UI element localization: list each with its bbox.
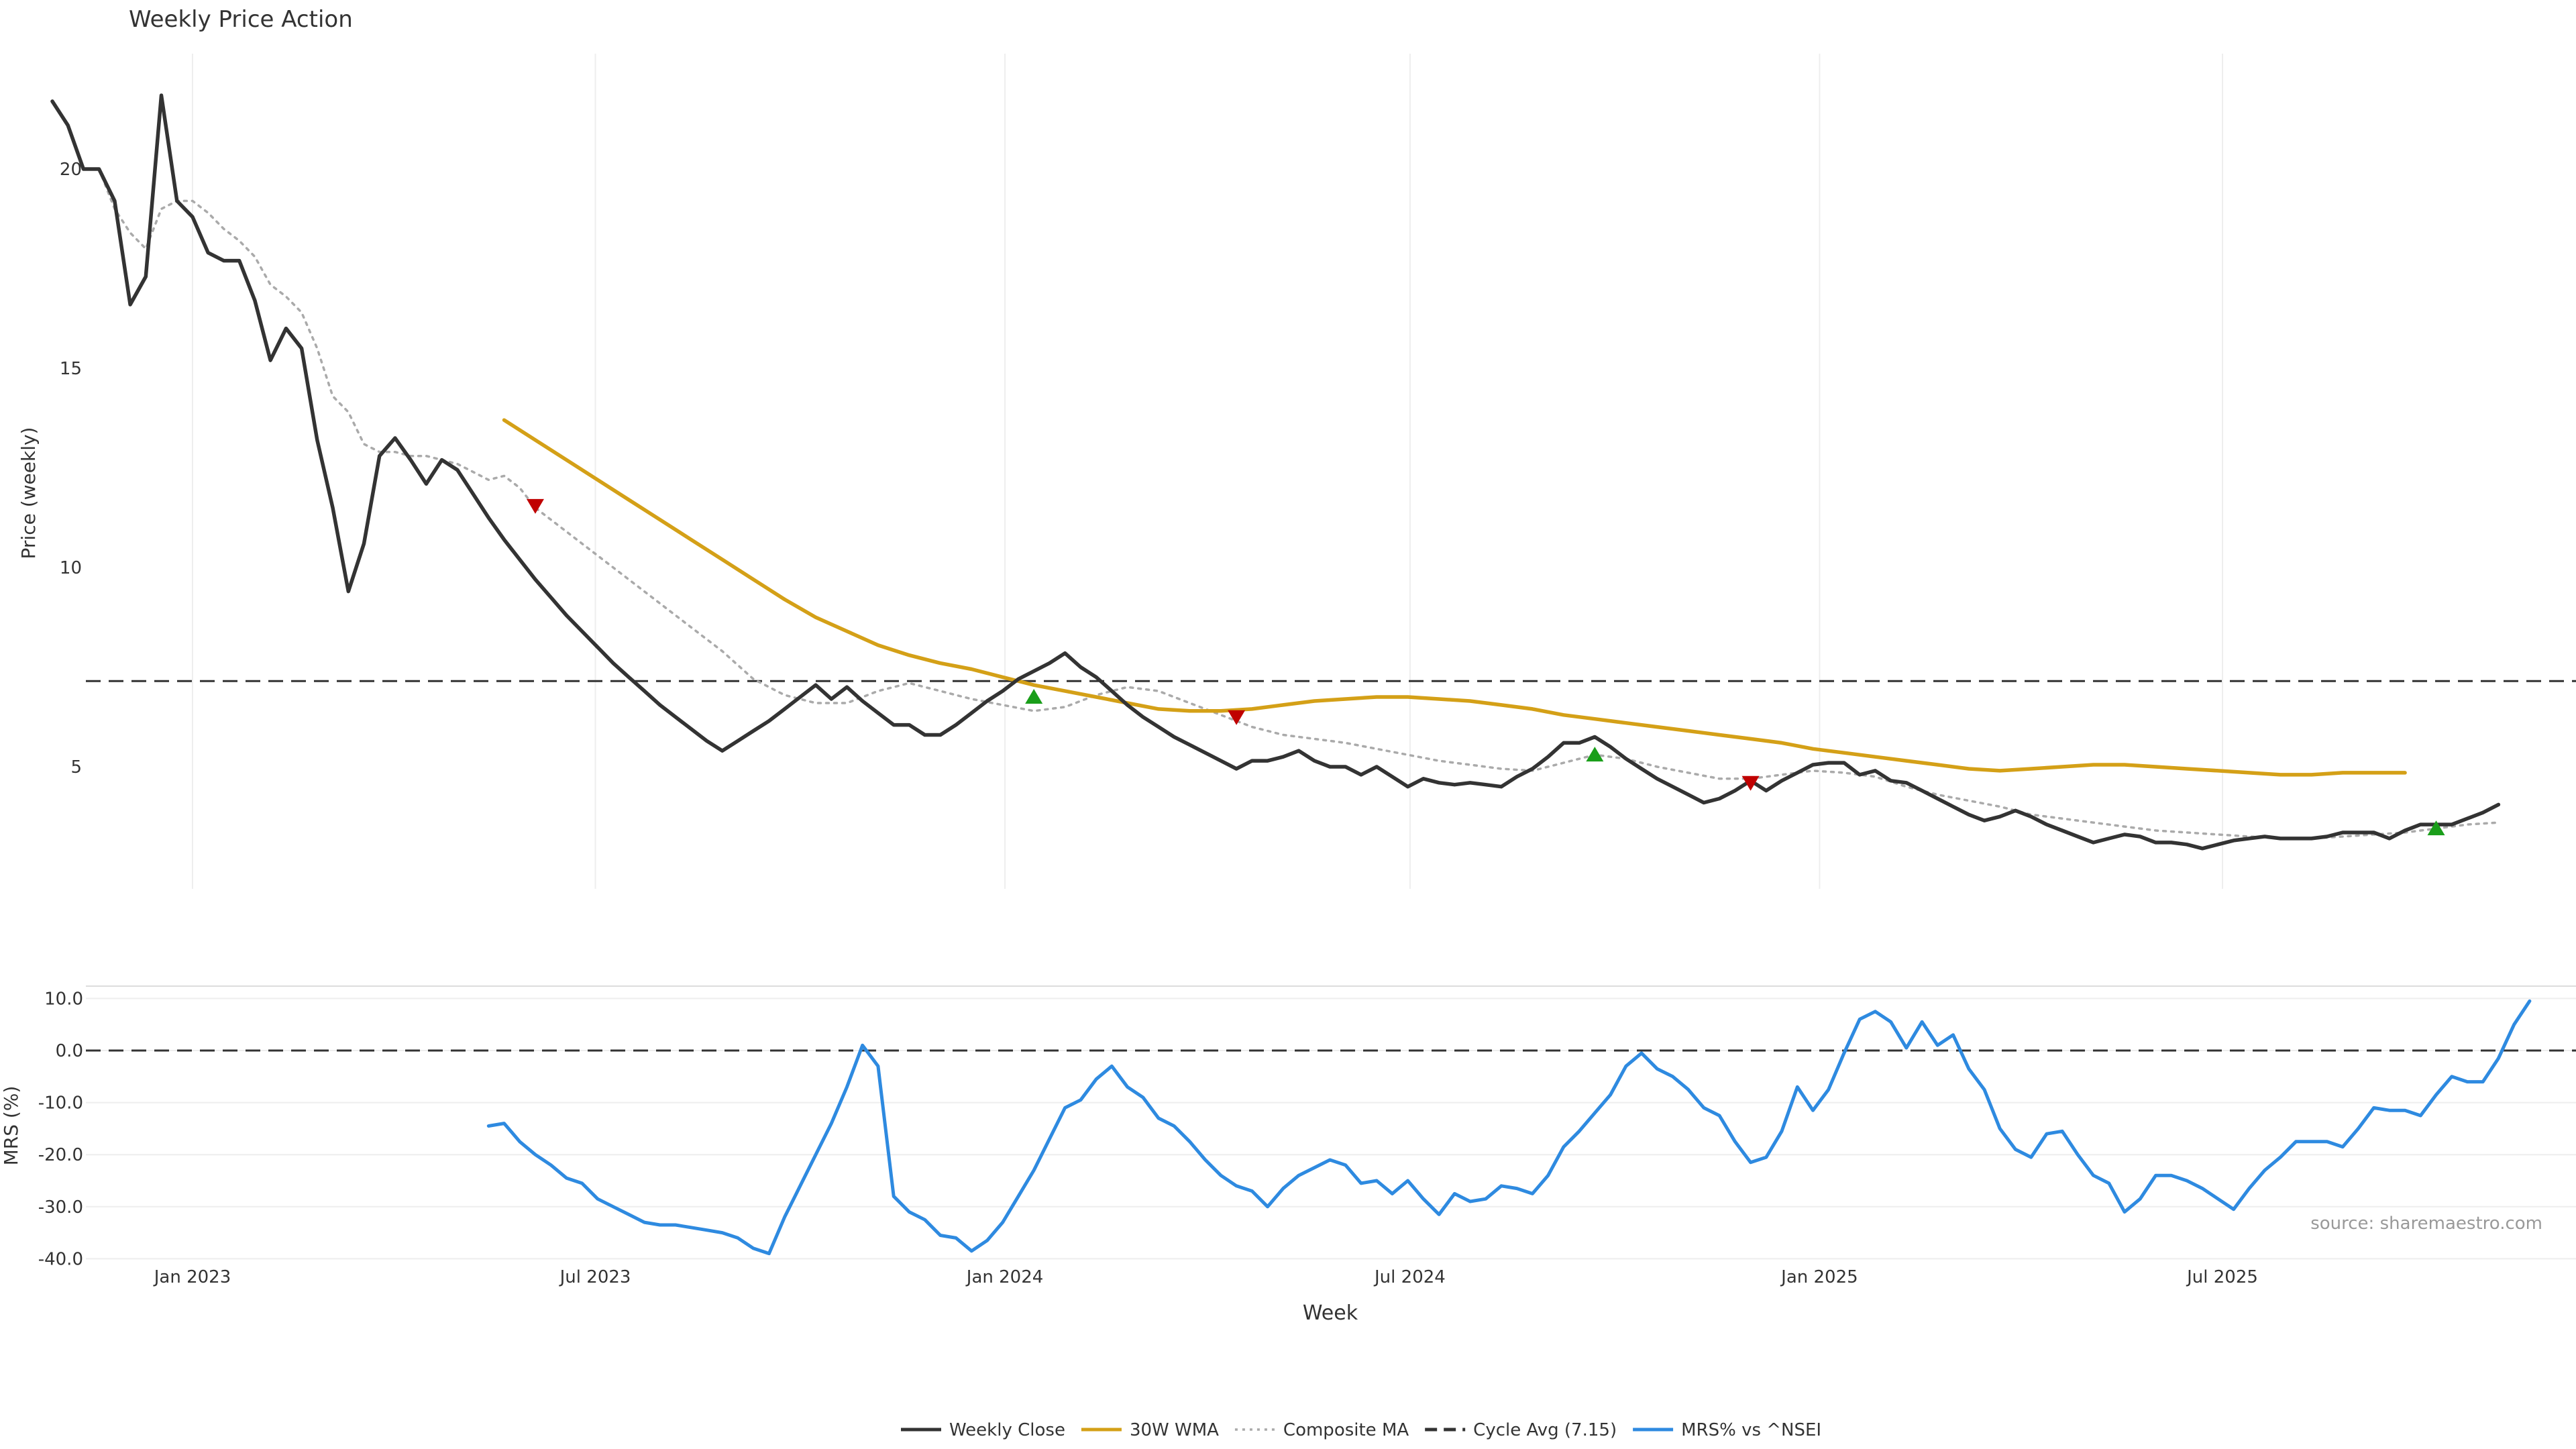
signal-marker-up-1 bbox=[1025, 689, 1043, 704]
mrs-y-tick-4: -30.0 bbox=[38, 1197, 83, 1218]
x-tick-5: Jul 2025 bbox=[2186, 1267, 2258, 1287]
mrs-series-layer bbox=[486, 999, 2532, 1256]
legend-label-1: 30W WMA bbox=[1130, 1420, 1219, 1440]
x-tick-3: Jul 2024 bbox=[1373, 1267, 1446, 1287]
legend-label-3: Cycle Avg (7.15) bbox=[1473, 1420, 1617, 1440]
legend: Weekly Close 30W WMA Composite MA Cycle Avg… bbox=[901, 1420, 1821, 1440]
price-y-tick-1: 10 bbox=[60, 558, 82, 578]
signal-marker-down-4 bbox=[1741, 775, 1760, 791]
mrs-y-tick-2: -10.0 bbox=[38, 1093, 83, 1114]
series-mrs-vs-nsei bbox=[486, 999, 2532, 1256]
price-chart-title: Weekly Price Action bbox=[129, 6, 353, 33]
legend-label-2: Composite MA bbox=[1283, 1420, 1409, 1440]
mrs-y-tick-1: 0.0 bbox=[56, 1041, 83, 1061]
price-y-tick-3: 20 bbox=[60, 160, 82, 180]
x-axis-ticks: Jan 2023 Jul 2023 Jan 2024 Jul 2024 Jan 2025… bbox=[153, 1267, 2258, 1287]
price-series-layer bbox=[50, 93, 2501, 851]
signal-marker-down-0 bbox=[526, 498, 544, 514]
signal-marker-up-3 bbox=[1586, 747, 1604, 762]
x-tick-0: Jan 2023 bbox=[153, 1267, 231, 1287]
price-y-tick-0: 5 bbox=[70, 757, 82, 777]
signal-markers bbox=[526, 498, 2445, 836]
series-composite-ma bbox=[97, 168, 2500, 840]
signal-marker-up-5 bbox=[2427, 820, 2445, 836]
x-axis-label: Week bbox=[1303, 1301, 1358, 1325]
legend-label-4: MRS% vs ^NSEI bbox=[1681, 1420, 1821, 1440]
mrs-y-axis-label: MRS (%) bbox=[0, 1086, 22, 1166]
series-30w-wma bbox=[502, 418, 2407, 777]
price-y-axis-label: Price (weekly) bbox=[17, 427, 40, 559]
mrs-y-ticks: 10.0 0.0 -10.0 -20.0 -30.0 -40.0 bbox=[38, 989, 83, 1269]
x-tick-2: Jan 2024 bbox=[965, 1267, 1044, 1287]
price-y-ticks: 5 10 15 20 bbox=[60, 160, 82, 777]
x-tick-4: Jan 2025 bbox=[1780, 1267, 1858, 1287]
mrs-panel: MRS (%) 10.0 0.0 -10.0 -20.0 -30.0 -40.0 sour… bbox=[0, 985, 2576, 1325]
price-panel: Weekly Price Action Price (weekly) 5 10 15… bbox=[17, 6, 2576, 889]
mrs-y-tick-5: -40.0 bbox=[38, 1249, 83, 1269]
legend-label-0: Weekly Close bbox=[949, 1420, 1065, 1440]
series-weekly-close bbox=[50, 93, 2501, 851]
signal-marker-down-2 bbox=[1228, 710, 1246, 725]
mrs-y-tick-0: 10.0 bbox=[44, 989, 83, 1009]
price-gridlines bbox=[192, 54, 2223, 889]
x-tick-1: Jul 2023 bbox=[559, 1267, 631, 1287]
mrs-y-tick-3: -20.0 bbox=[38, 1145, 83, 1165]
source-annotation: source: sharemaestro.com bbox=[2310, 1214, 2542, 1234]
price-y-tick-2: 15 bbox=[60, 359, 82, 379]
